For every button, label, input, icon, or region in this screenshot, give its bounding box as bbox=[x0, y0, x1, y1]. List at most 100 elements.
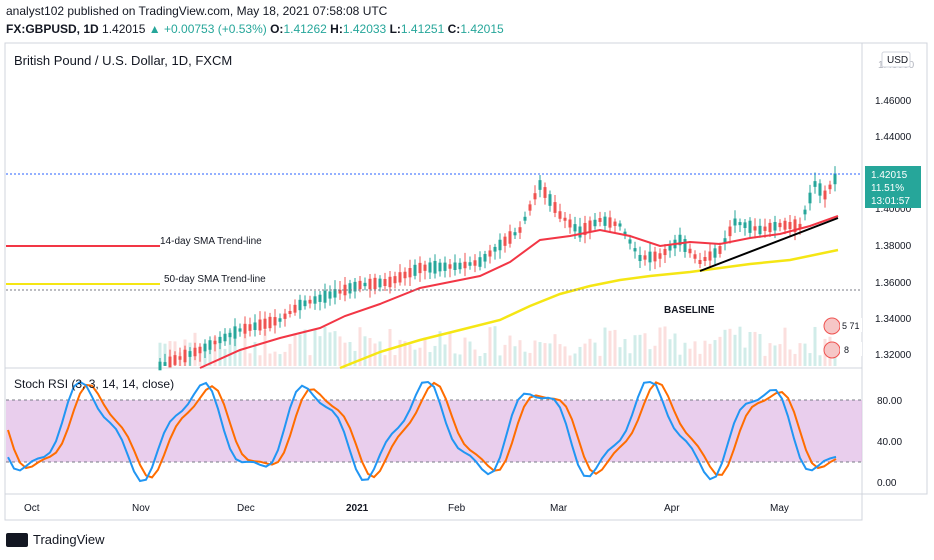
candle-body bbox=[373, 277, 377, 290]
candle-body bbox=[193, 347, 197, 357]
candle-body bbox=[748, 220, 752, 233]
candle-body bbox=[713, 248, 717, 258]
volume-bar bbox=[818, 355, 822, 366]
candle-body bbox=[398, 272, 402, 283]
volume-bar bbox=[363, 336, 367, 366]
candle-body bbox=[483, 253, 487, 262]
candle-body bbox=[698, 259, 702, 265]
candle-body bbox=[573, 224, 577, 232]
volume-bar bbox=[478, 355, 482, 366]
candle-body bbox=[663, 248, 667, 256]
candle-body bbox=[198, 346, 202, 354]
volume-bar bbox=[628, 353, 632, 366]
candle-body bbox=[563, 217, 567, 221]
currency-label: USD bbox=[887, 55, 908, 66]
volume-bar bbox=[683, 342, 687, 366]
stoch-d-line bbox=[7, 381, 837, 479]
candle-body bbox=[508, 231, 512, 244]
candle-body bbox=[648, 251, 652, 263]
time-axis[interactable] bbox=[4, 493, 863, 521]
candle-body bbox=[513, 232, 517, 236]
publish-info: analyst102 published on TradingView.com,… bbox=[6, 4, 388, 18]
volume-bar bbox=[558, 344, 562, 366]
tradingview-logo-icon bbox=[6, 532, 28, 547]
volume-bar bbox=[633, 335, 637, 366]
volume-bar bbox=[488, 327, 492, 366]
volume-bar bbox=[378, 341, 382, 366]
time-tick: Nov bbox=[132, 503, 150, 514]
candle-body bbox=[548, 194, 552, 206]
candle-body bbox=[833, 173, 837, 185]
volume-bar bbox=[808, 353, 812, 366]
volume-bar bbox=[733, 334, 737, 366]
volume-bar bbox=[753, 331, 757, 366]
volume-bar bbox=[703, 340, 707, 366]
currency-button[interactable] bbox=[881, 51, 911, 68]
volume-bar bbox=[548, 343, 552, 366]
candle-body bbox=[413, 264, 417, 276]
candle-body bbox=[233, 326, 237, 339]
candle-body bbox=[688, 248, 692, 254]
candle-body bbox=[363, 282, 367, 287]
candle-body bbox=[818, 183, 822, 196]
stoch-k-line bbox=[7, 380, 837, 483]
candle-body bbox=[808, 192, 812, 204]
candle-body bbox=[338, 289, 342, 294]
event-badge bbox=[840, 318, 862, 332]
current-price-tag bbox=[865, 166, 921, 208]
volume-bar bbox=[343, 342, 347, 366]
volume-bar bbox=[663, 326, 667, 366]
candle-body bbox=[793, 219, 797, 233]
event-badge bbox=[840, 342, 862, 356]
candle-body bbox=[403, 271, 407, 279]
volume-bar bbox=[293, 333, 297, 366]
volume-bar bbox=[543, 343, 547, 366]
candle-body bbox=[173, 355, 177, 365]
time-tick: Feb bbox=[448, 503, 466, 514]
symbol-label[interactable]: FX:GBPUSD, 1D bbox=[6, 22, 99, 36]
volume-bar bbox=[758, 334, 762, 366]
candle-body bbox=[263, 318, 267, 329]
footer-brand[interactable]: TradingView bbox=[6, 532, 105, 547]
candle-body bbox=[453, 262, 457, 270]
volume-bar bbox=[668, 339, 672, 366]
volume-bar bbox=[723, 329, 727, 366]
time-tick: Apr bbox=[664, 503, 680, 514]
volume-bar bbox=[408, 344, 412, 366]
volume-bar bbox=[383, 355, 387, 366]
footer-brand-label: TradingView bbox=[33, 532, 105, 547]
candle-body bbox=[323, 290, 327, 303]
volume-bar bbox=[278, 354, 282, 366]
price-axis[interactable] bbox=[861, 42, 928, 495]
candle-body bbox=[378, 278, 382, 288]
candle-body bbox=[518, 227, 522, 233]
rsi-title: Stoch RSI (3, 3, 14, 14, close) bbox=[14, 377, 174, 391]
price-tick: 1.46000 bbox=[875, 96, 912, 107]
volume-bar bbox=[393, 355, 397, 366]
candle-body bbox=[423, 264, 427, 271]
candle-body bbox=[428, 262, 432, 273]
candle-body bbox=[528, 204, 532, 211]
volume-bar bbox=[398, 339, 402, 366]
candle-body bbox=[368, 278, 372, 290]
candle-body bbox=[503, 236, 507, 246]
candle-body bbox=[623, 231, 627, 235]
volume-bar bbox=[353, 350, 357, 366]
volume-bar bbox=[573, 353, 577, 366]
volume-bar bbox=[588, 338, 592, 366]
candle-body bbox=[743, 222, 747, 229]
volume-bar bbox=[693, 341, 697, 366]
candle-body bbox=[383, 278, 387, 287]
candle-body bbox=[618, 223, 622, 227]
baseline-label: BASELINE bbox=[664, 305, 715, 316]
candle-body bbox=[343, 284, 347, 296]
flag-icon[interactable] bbox=[823, 341, 841, 359]
flag-icon[interactable] bbox=[823, 317, 841, 335]
candle-body bbox=[543, 187, 547, 198]
candle-body bbox=[203, 343, 207, 352]
candle-body bbox=[388, 276, 392, 288]
candle-body bbox=[498, 239, 502, 251]
up-arrow-icon: ▲ bbox=[148, 22, 161, 36]
candle-body bbox=[443, 262, 447, 271]
